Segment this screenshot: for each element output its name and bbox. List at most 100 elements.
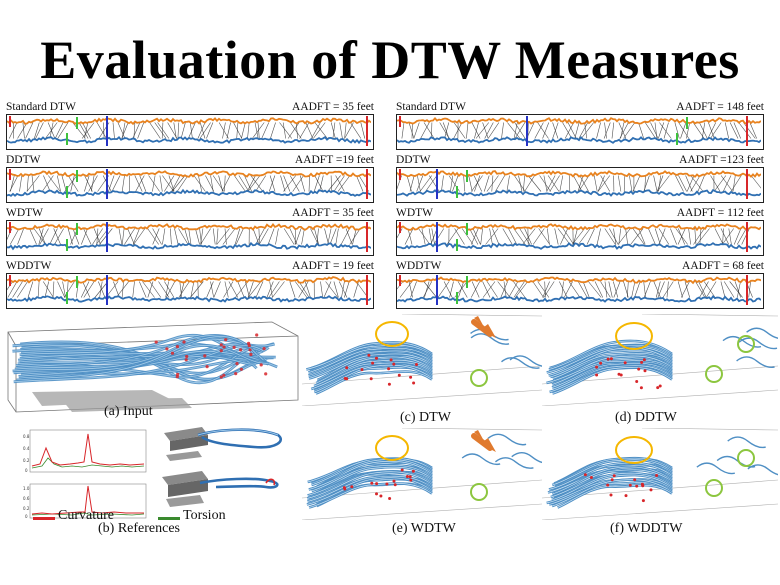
top-series-line — [7, 117, 371, 126]
ddtw-result-figure — [542, 314, 778, 406]
dtw-panel-ddtw-right: DDTW AADFT =123 feet — [394, 154, 766, 203]
top-series-line — [7, 223, 371, 231]
warping-lines — [8, 122, 366, 139]
curvature-torsion-plot-1: 0.8 0.4 0.2 0 — [22, 428, 148, 476]
matched-streamlines — [696, 436, 778, 476]
dtw-panel-wdtw-left: WDTW AADFT = 35 feet — [4, 207, 376, 256]
panel-method-label: WDTW — [6, 207, 44, 219]
alignment-plot — [6, 167, 374, 203]
matched-streamlines — [461, 433, 542, 469]
alignment-plot — [396, 273, 764, 309]
caption-references: (b) References — [98, 521, 181, 536]
panel-method-label: Standard DTW — [396, 101, 466, 113]
panel-method-label: WDDTW — [396, 260, 442, 272]
svg-text:0.4: 0.4 — [23, 446, 30, 451]
highlight-circle-green — [470, 369, 488, 387]
streamline-bundle — [12, 333, 278, 385]
streamline-bundle — [306, 457, 433, 509]
panel-score-label: AADFT = 35 feet — [292, 101, 374, 113]
panel-method-label: WDDTW — [6, 260, 52, 272]
panel-method-label: Standard DTW — [6, 101, 76, 113]
caption-wddtw: (f) WDDTW — [610, 521, 683, 536]
dtw-panel-ddtw-left: DDTW AADFT =19 feet — [4, 154, 376, 203]
panel-score-label: AADFT = 35 feet — [292, 207, 374, 219]
top-series-line — [397, 170, 761, 178]
warping-lines — [397, 228, 750, 245]
top-series-line — [7, 170, 371, 178]
alignment-plot — [6, 114, 374, 150]
panel-score-label: AADFT = 68 feet — [682, 260, 764, 272]
highlight-circle-orange — [615, 322, 653, 350]
highlight-circle-orange — [375, 321, 409, 347]
panel-method-label: WDTW — [396, 207, 434, 219]
panel-score-label: AADFT = 148 feet — [676, 101, 764, 113]
top-series-line — [397, 223, 761, 232]
matched-streamlines — [722, 327, 778, 368]
top-series-line — [397, 116, 761, 125]
alignment-plot — [6, 273, 374, 309]
highlight-circle-green-2 — [737, 449, 755, 467]
bottom-series-line — [7, 241, 371, 251]
curvature-legend-swatch — [33, 517, 55, 520]
bottom-series-line — [397, 295, 761, 303]
alignment-plot — [6, 220, 374, 256]
streamline-bundle — [546, 339, 673, 395]
arrow-shaft — [471, 433, 493, 451]
highlight-circle-orange — [615, 436, 653, 464]
panel-score-label: AADFT =19 feet — [294, 154, 374, 166]
dtw-panel-wdtw-right: WDTW AADFT = 112 feet — [394, 207, 766, 256]
dtw-panel-wddtw-right: WDDTW AADFT = 68 feet — [394, 260, 766, 309]
bottom-series-line — [7, 295, 371, 303]
dtw-panel-wddtw-left: WDDTW AADFT = 19 feet — [4, 260, 376, 309]
curvature-legend-label: Curvature — [58, 508, 114, 523]
dtw-panel-standard-right: Standard DTW AADFT = 148 feet — [394, 101, 766, 150]
bottom-series-line — [7, 135, 371, 145]
ground-shadow — [32, 390, 192, 412]
highlight-circle-green — [705, 479, 723, 497]
svg-text:0.6: 0.6 — [23, 496, 30, 501]
torsion-legend-swatch — [158, 517, 180, 520]
warping-lines — [7, 228, 361, 245]
warping-lines — [397, 175, 761, 192]
streamline-bundle — [306, 341, 433, 395]
reference-streamlines — [158, 425, 298, 513]
panel-score-label: AADFT = 19 feet — [292, 260, 374, 272]
alignment-plot — [396, 167, 764, 203]
svg-text:1.0: 1.0 — [23, 486, 30, 491]
highlight-circle-green-2 — [737, 335, 755, 353]
svg-text:0.2: 0.2 — [23, 458, 30, 463]
panel-score-label: AADFT = 112 feet — [676, 207, 764, 219]
panel-method-label: DDTW — [396, 154, 431, 166]
streamline-bundle — [546, 456, 673, 509]
alignment-plot — [396, 114, 764, 150]
caption-dtw: (c) DTW — [400, 410, 451, 425]
page-title: Evaluation of DTW Measures — [40, 30, 740, 90]
top-series-line — [7, 276, 371, 284]
bottom-series-line — [397, 188, 761, 197]
svg-text:0: 0 — [25, 514, 28, 519]
matched-streamlines — [470, 328, 542, 369]
top-series-line — [397, 276, 761, 285]
warping-lines — [7, 281, 369, 298]
warping-lines — [397, 281, 753, 298]
caption-input: (a) Input — [104, 404, 153, 419]
wddtw-result-figure — [542, 428, 778, 520]
dtw-panel-standard-left: Standard DTW AADFT = 35 feet — [4, 101, 376, 150]
panel-score-label: AADFT =123 feet — [679, 154, 764, 166]
input-streamlines-figure — [2, 314, 302, 414]
svg-text:0: 0 — [25, 468, 28, 473]
bottom-series-line — [7, 188, 371, 197]
panel-method-label: DDTW — [6, 154, 41, 166]
caption-ddtw: (d) DDTW — [615, 410, 677, 425]
curvature-torsion-plot-2: 1.0 0.6 0.2 0 — [22, 482, 148, 530]
wdtw-result-figure — [302, 428, 542, 520]
svg-text:0.8: 0.8 — [23, 434, 30, 439]
highlight-circle-green — [705, 365, 723, 383]
warping-lines — [9, 175, 369, 192]
arrow-shaft — [471, 319, 493, 337]
svg-text:0.2: 0.2 — [23, 506, 30, 511]
dtw-result-figure — [302, 314, 542, 406]
bottom-series-line — [397, 136, 761, 144]
highlight-circle-orange — [375, 435, 409, 461]
alignment-plot — [396, 220, 764, 256]
